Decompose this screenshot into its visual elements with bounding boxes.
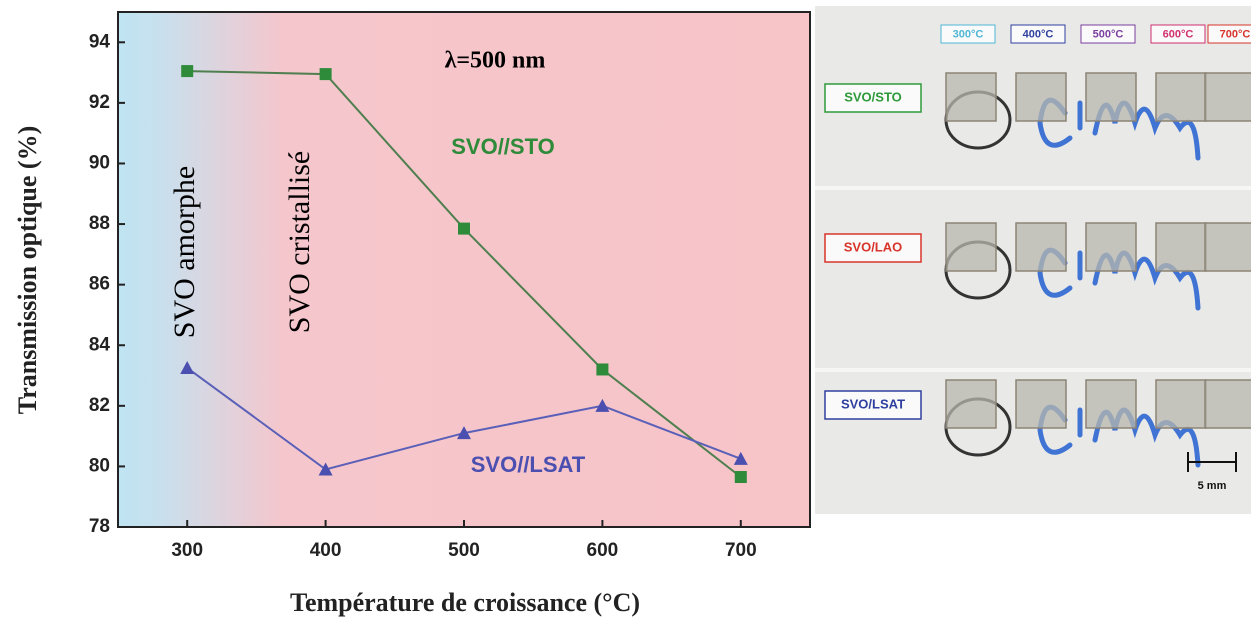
y-tick-label: 92 (89, 92, 110, 113)
x-axis-label: Température de croissance (°C) (290, 588, 640, 617)
marker (458, 222, 470, 235)
separator (815, 186, 1251, 190)
substrate (1085, 379, 1137, 429)
sample-label: SVO/STO (844, 89, 902, 104)
substrate (1015, 72, 1067, 122)
temperature-box (1080, 24, 1136, 44)
x-tick-label: 300 (171, 540, 203, 561)
y-axis-label: Transmission optique (%) (13, 126, 42, 414)
series-label: SVO//STO (451, 134, 555, 159)
substrate (1204, 222, 1251, 272)
temperature-label: 400°C (1023, 28, 1054, 40)
marker (319, 68, 332, 81)
x-tick-label: 500 (448, 540, 480, 561)
sample-box (824, 233, 922, 263)
y-tick-label: 88 (89, 213, 110, 234)
y-tick-label: 90 (89, 152, 110, 173)
photo-panel: 300°C 400°C 500°C 600°C 700°C SVO/STO SVO/LAO S… (815, 6, 1251, 514)
substrate (945, 72, 997, 122)
separator (815, 368, 1251, 372)
y-tick-label: 84 (89, 334, 111, 355)
scale-bar (1187, 452, 1237, 472)
marker (318, 462, 333, 476)
marker (180, 360, 195, 374)
substrate (1015, 222, 1067, 272)
marker (457, 426, 471, 440)
sample-box (824, 83, 922, 113)
temperature-box (940, 24, 996, 44)
sample-box (824, 390, 922, 420)
annotation: SVO amorphe (168, 166, 201, 338)
marker (595, 398, 610, 412)
substrate (1155, 379, 1207, 429)
chart-title: λ=500 nm (445, 48, 546, 74)
substrate (1085, 222, 1137, 272)
marker (181, 65, 194, 78)
temperature-box (1150, 24, 1206, 44)
series-label: SVO//LSAT (471, 452, 586, 477)
temperature-label: 300°C (953, 28, 984, 40)
y-tick-label: 82 (89, 395, 110, 416)
x-tick-label: 600 (587, 540, 619, 561)
x-tick-label: 700 (725, 540, 757, 561)
temperature-box (1010, 24, 1066, 44)
substrate (1155, 72, 1207, 122)
y-tick-label: 80 (89, 455, 110, 476)
temperature-label: 600°C (1163, 28, 1194, 40)
substrate (1204, 72, 1251, 122)
temperature-box (1207, 24, 1251, 44)
scale-label: 5 mm (1198, 480, 1227, 492)
temperature-label: 700°C (1220, 28, 1251, 40)
y-tick-label: 78 (89, 516, 110, 537)
sample-label: SVO/LSAT (841, 396, 905, 411)
marker (596, 363, 609, 376)
substrate (945, 379, 997, 429)
substrate (1085, 72, 1137, 122)
temperature-label: 500°C (1093, 28, 1124, 40)
x-tick-label: 400 (310, 540, 342, 561)
marker (734, 471, 747, 484)
marker (733, 451, 748, 465)
y-tick-label: 86 (89, 274, 110, 295)
substrate (945, 222, 997, 272)
annotation: SVO cristallisé (283, 151, 316, 333)
substrate (1155, 222, 1207, 272)
sample-label: SVO/LAO (844, 239, 903, 254)
y-tick-label: 94 (89, 31, 111, 52)
substrate (1015, 379, 1067, 429)
substrate (1204, 379, 1251, 429)
